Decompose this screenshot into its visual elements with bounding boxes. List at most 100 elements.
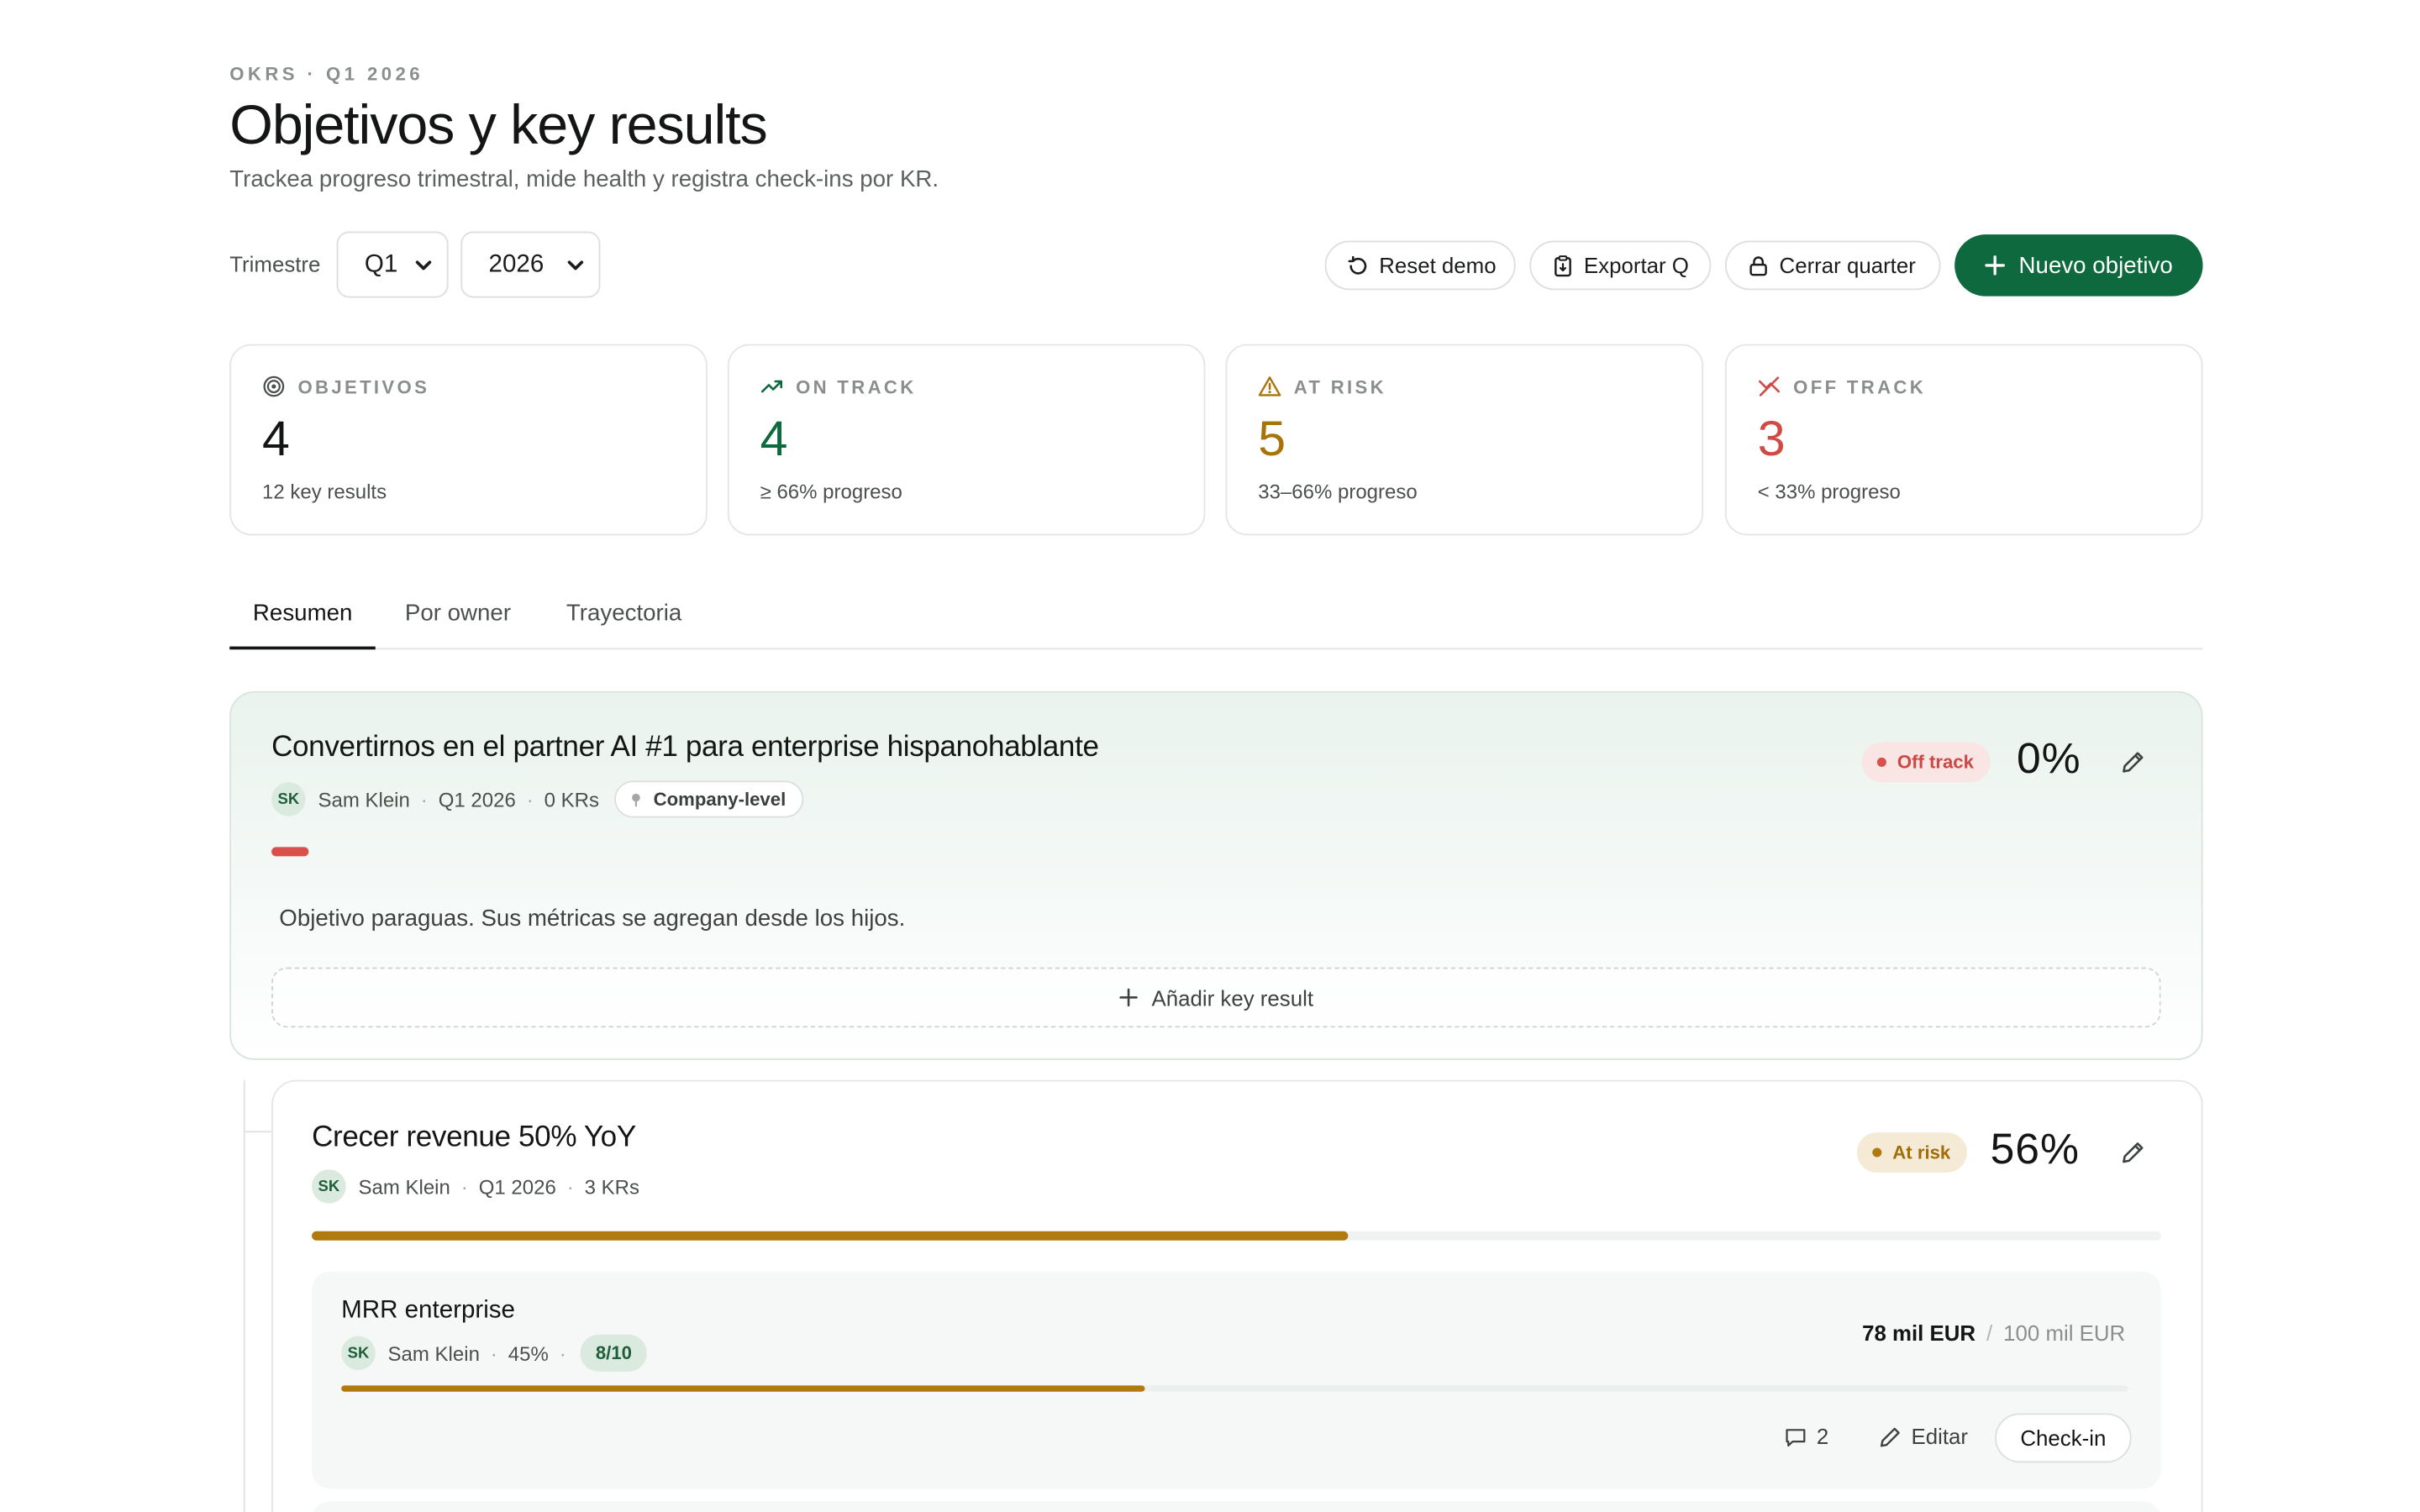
quarter-select[interactable]: Q1 (336, 231, 449, 298)
chevron-down-icon (415, 260, 432, 270)
comment-icon (1786, 1428, 1806, 1446)
kpi-label: OBJETIVOS (297, 375, 430, 397)
active-tab-indicator (229, 646, 376, 650)
status-label: Off track (1897, 751, 1974, 774)
quarter-select-value: Q1 (364, 250, 398, 277)
tag-label: Company-level (653, 788, 786, 811)
objective-kr-count: 0 KRs (544, 787, 600, 811)
meta-separator: · (460, 1174, 468, 1199)
key-result-current: 78 mil EUR (1862, 1320, 1976, 1346)
objective-title[interactable]: Crecer revenue 50% YoY (312, 1121, 636, 1154)
view-tabs: Resumen Por owner Trayectoria (229, 586, 2203, 650)
company-level-tag: Company-level (614, 780, 803, 818)
checkin-button[interactable]: Check-in (1995, 1413, 2132, 1463)
tab-por-owner[interactable]: Por owner (404, 600, 512, 627)
kpi-card-at-risk: AT RISK 5 33–66% progreso (1225, 344, 1704, 536)
meta-separator: · (526, 787, 534, 811)
clipboard-icon (1555, 255, 1571, 276)
key-result-percent: 45% (508, 1341, 549, 1365)
objective-quarter: Q1 2026 (478, 1174, 556, 1199)
lock-icon (1749, 255, 1767, 276)
objective-title[interactable]: Convertirnos en el partner AI #1 para en… (271, 731, 1099, 764)
export-quarter-label: Exportar Q (1583, 253, 1689, 278)
objective-meta: SK Sam Klein · Q1 2026 · 0 KRs Company-l… (271, 780, 803, 818)
key-result-values: 78 mil EUR / 100 mil EUR (1862, 1320, 2125, 1345)
pin-icon (632, 792, 641, 806)
quarter-label: Trimestre (229, 251, 321, 276)
objective-progress-bar (271, 847, 309, 857)
kpi-card-objectives: OBJETIVOS 4 12 key results (229, 344, 708, 536)
key-result-meta: SK Sam Klein · 45% · 8/10 (341, 1334, 648, 1372)
objective-owner: Sam Klein (318, 787, 410, 811)
kpi-sub: ≥ 66% progreso (760, 480, 902, 503)
reset-icon (1348, 255, 1367, 274)
off-track-icon (1758, 376, 1781, 396)
page-subtitle: Trackea progreso trimestral, mide health… (229, 166, 939, 193)
objective-percent: 0% (2017, 734, 2081, 783)
meta-separator: · (559, 1341, 566, 1365)
objective-meta: SK Sam Klein · Q1 2026 · 3 KRs (312, 1168, 639, 1205)
kpi-label: OFF TRACK (1793, 375, 1927, 397)
new-objective-label: Nuevo objetivo (2018, 252, 2173, 279)
new-objective-button[interactable]: Nuevo objetivo (1954, 234, 2203, 297)
avatar: SK (271, 782, 306, 816)
kpi-label: AT RISK (1293, 375, 1386, 397)
kpi-sub: 12 key results (262, 480, 387, 503)
add-key-result-button[interactable]: Añadir key result (271, 967, 2161, 1028)
avatar: SK (341, 1336, 376, 1371)
year-select-value: 2026 (488, 250, 544, 277)
warning-icon (1258, 376, 1281, 396)
kpi-label: ON TRACK (796, 375, 917, 397)
close-quarter-label: Cerrar quarter (1779, 253, 1916, 278)
objective-progress-fill (271, 847, 309, 857)
kpi-card-off-track: OFF TRACK 3 < 33% progreso (1724, 344, 2203, 536)
avatar: SK (312, 1169, 346, 1204)
objective-percent: 56% (1990, 1124, 2080, 1173)
key-result-target: 100 mil EUR (2003, 1320, 2126, 1346)
trending-up-icon (760, 380, 783, 393)
target-icon (263, 375, 285, 397)
chevron-down-icon (567, 260, 584, 270)
export-quarter-button[interactable]: Exportar Q (1529, 240, 1712, 291)
kpi-sub: < 33% progreso (1757, 480, 1901, 503)
status-dot (1872, 1147, 1882, 1158)
comments-button[interactable]: 2 (1784, 1424, 1829, 1449)
reset-demo-label: Reset demo (1379, 253, 1497, 278)
key-result-title[interactable]: MRR enterprise (341, 1297, 515, 1324)
tree-connector (243, 1131, 272, 1133)
key-result-card (312, 1271, 2161, 1489)
add-key-result-label: Añadir key result (1151, 984, 1314, 1011)
close-quarter-button[interactable]: Cerrar quarter (1724, 240, 1941, 291)
meta-separator: · (566, 1174, 574, 1199)
page-title: Objetivos y key results (229, 92, 767, 156)
comment-count: 2 (1816, 1424, 1829, 1449)
key-result-progress-fill (341, 1385, 1146, 1392)
kpi-value: 3 (1757, 410, 1786, 466)
status-badge: At risk (1856, 1132, 1968, 1173)
tab-trayectoria[interactable]: Trayectoria (566, 600, 682, 627)
kpi-sub: 33–66% progreso (1258, 480, 1418, 503)
value-separator: / (1986, 1320, 1993, 1346)
kpi-value: 4 (760, 410, 788, 466)
kpi-value: 5 (1258, 410, 1286, 466)
meta-separator: · (420, 787, 428, 811)
edit-icon[interactable] (2121, 1140, 2146, 1164)
tree-connector (243, 1079, 245, 1512)
page-eyebrow: OKRS · Q1 2026 (229, 63, 424, 86)
edit-icon (1880, 1426, 1900, 1446)
tab-resumen[interactable]: Resumen (252, 600, 353, 627)
status-label: At risk (1892, 1142, 1951, 1163)
edit-key-result-label: Editar (1911, 1424, 1968, 1449)
meta-separator: · (490, 1341, 497, 1365)
key-result-progress-bar (341, 1385, 2128, 1392)
objective-kr-count: 3 KRs (584, 1174, 640, 1199)
kpi-card-on-track: ON TRACK 4 ≥ 66% progreso (727, 344, 1206, 536)
status-dot (1876, 757, 1886, 767)
edit-icon[interactable] (2121, 750, 2146, 774)
edit-key-result-button[interactable]: Editar (1879, 1424, 1968, 1449)
status-badge: Off track (1861, 742, 1991, 783)
kpi-value: 4 (262, 410, 290, 466)
reset-demo-button[interactable]: Reset demo (1324, 240, 1516, 291)
year-select[interactable]: 2026 (460, 231, 601, 298)
